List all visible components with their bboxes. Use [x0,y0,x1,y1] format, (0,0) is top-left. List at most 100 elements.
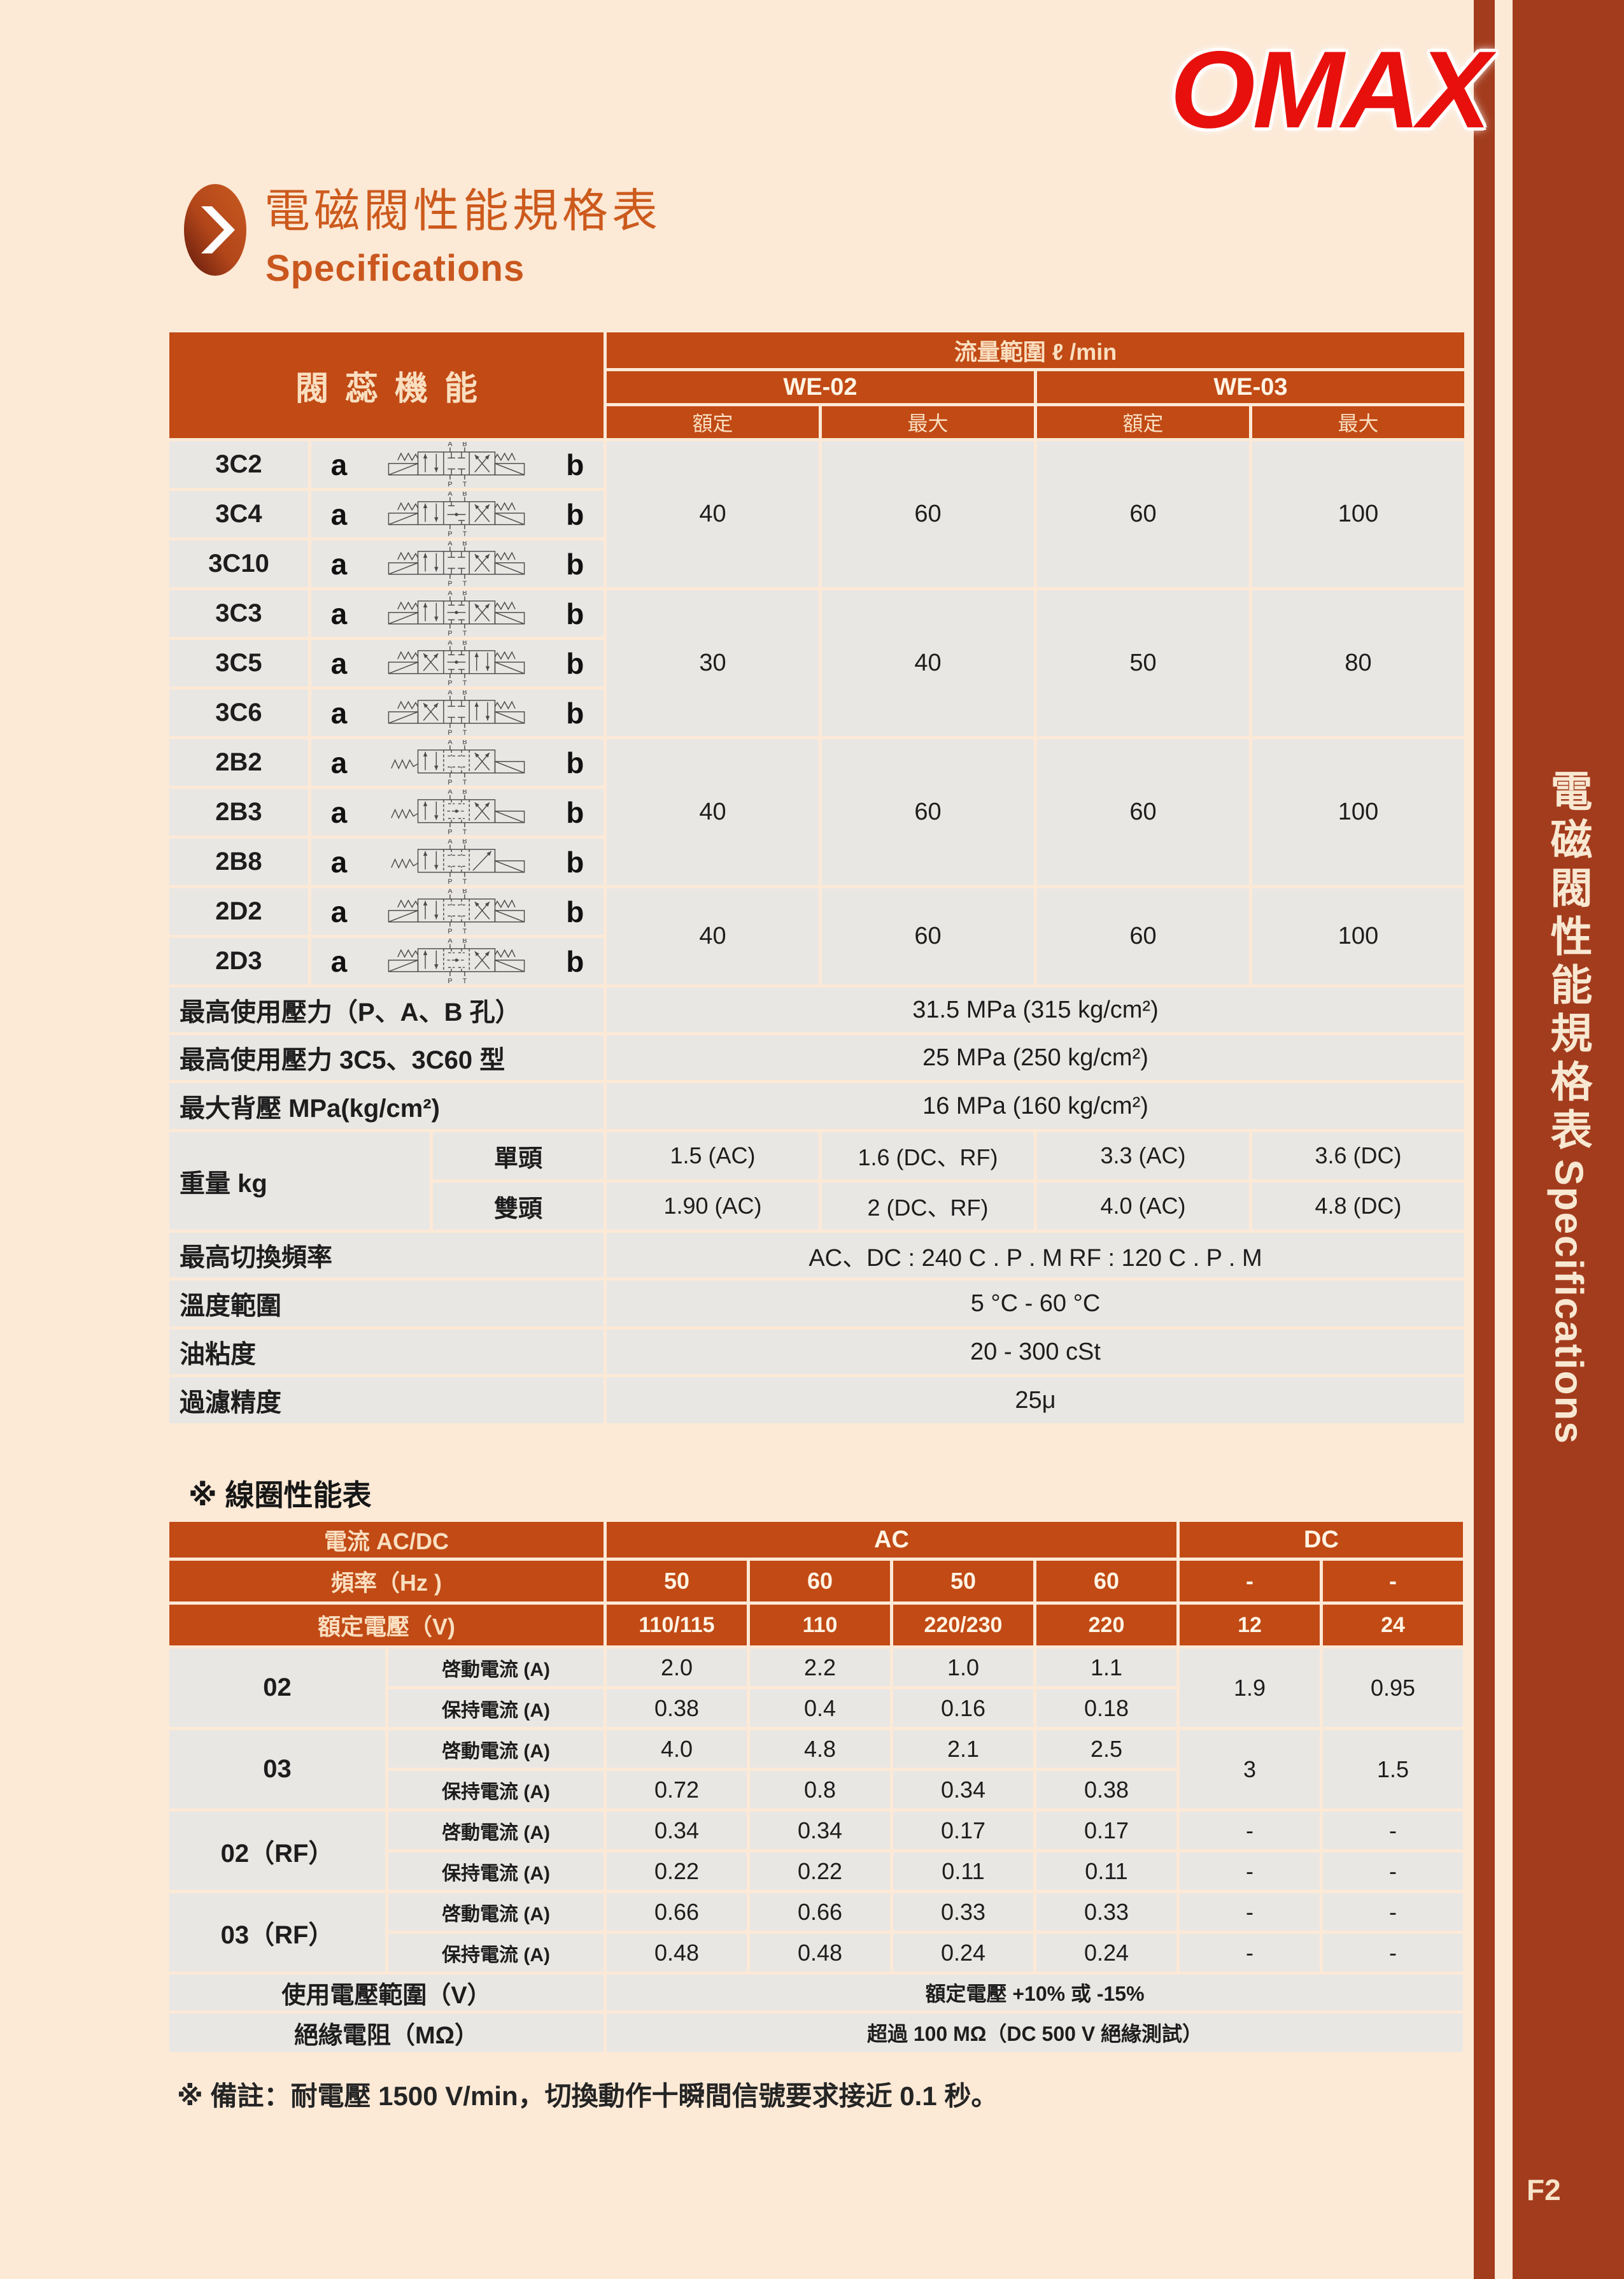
coil-hold-value: 0.34 [893,1771,1033,1808]
coil-volt-value: 110/115 [607,1605,747,1645]
coil-freq-value: 60 [750,1561,890,1601]
sidebar-title-latin: Specifications [1546,1159,1591,1445]
valve-code-cell: 3C2 [169,441,308,488]
port-a-label: a [330,448,348,481]
port-b-label: b [566,646,584,680]
flow-value-cell: 100 [1252,739,1464,885]
valve-symbol-3pos-line-center: A B P T [388,492,525,537]
coil-dc-hold-value: - [1323,1934,1463,1971]
flow-value-cell: 40 [607,888,819,984]
svg-text:T: T [463,977,467,984]
coil-start-value: 0.33 [893,1893,1033,1931]
coil-dc-header: DC [1180,1522,1463,1558]
svg-text:A: A [448,492,453,497]
coil-start-value: 2.1 [893,1730,1033,1768]
flow-value-cell: 100 [1252,888,1464,984]
port-a-label: a [330,895,348,928]
corner-header: 閥蕊機能 [169,332,604,438]
coil-dc-merged-value: 1.9 [1180,1649,1320,1727]
svg-text:P: P [448,728,453,735]
weight-label-cell: 重量 kg [169,1132,430,1230]
valve-symbol-3pos-closed-center: A B P T [388,442,525,488]
coil-sub-hold: 保持電流 (A) [388,1852,604,1890]
valve-symbol-2pos-double-closed: A B P T [388,889,525,935]
port-a-label: a [330,597,348,630]
coil-sub-start: 啓動電流 (A) [388,1812,604,1849]
coil-dc-hold-value: - [1323,1852,1463,1890]
spec-value-cell: 16 MPa (160 kg/cm²) [607,1083,1464,1129]
svg-text:P: P [448,977,453,984]
coil-freq-value: 50 [607,1561,747,1601]
weight-value-cell: 1.90 (AC) [607,1182,819,1230]
svg-text:A: A [448,541,453,547]
coil-hold-value: 0.18 [1036,1689,1176,1727]
port-a-label: a [330,696,348,730]
port-a-label: a [330,646,348,680]
bottom-value-cell: AC、DC : 240 C . P . M RF : 120 C . P . M [607,1233,1464,1277]
flow-value-cell: 60 [822,441,1034,587]
spec-label-cell: 最高使用壓力（P、A、B 孔） [169,988,604,1032]
coil-dc-merged-value: 0.95 [1323,1649,1463,1727]
coil-group-label: 03 [169,1730,385,1808]
col-group-we03: WE-03 [1037,371,1464,403]
coil-footer-value: 超過 100 MΩ（DC 500 V 絕緣測試） [607,2013,1463,2052]
valve-symbol-2pos-spring-closed: A B P T [391,740,525,786]
page-number: F2 [1527,2173,1561,2206]
flow-value-cell: 40 [607,441,819,587]
coil-start-value: 0.17 [1036,1812,1176,1849]
coil-hold-value: 0.24 [893,1934,1033,1971]
port-b-label: b [566,696,584,730]
svg-text:B: B [463,492,467,497]
coil-freq-value: 50 [893,1561,1033,1601]
coil-dc-start-value: - [1323,1893,1463,1931]
flow-value-cell: 60 [1037,888,1249,984]
svg-text:P: P [448,877,453,884]
coil-volt-value: 24 [1323,1605,1463,1645]
spec-value-cell: 31.5 MPa (315 kg/cm²) [607,988,1464,1032]
port-a-label: a [330,746,348,779]
weight-value-cell: 3.3 (AC) [1037,1132,1249,1179]
coil-volt-value: 12 [1180,1605,1320,1645]
port-a-label: a [330,497,348,531]
svg-text:P: P [448,530,453,537]
svg-text:P: P [448,927,453,934]
weight-sub-cell: 單頭 [433,1132,604,1179]
port-b-label: b [566,845,584,879]
svg-text:P: P [448,579,453,586]
svg-text:T: T [463,629,467,636]
svg-text:P: P [448,480,453,487]
weight-sub-cell: 雙頭 [433,1182,604,1230]
valve-code-cell: 3C3 [169,590,308,637]
coil-sub-hold: 保持電流 (A) [388,1771,604,1808]
bottom-value-cell: 20 - 300 cSt [607,1330,1464,1374]
coil-freq-value: 60 [1036,1561,1176,1601]
coil-group-label: 02 [169,1649,385,1727]
weight-value-cell: 4.8 (DC) [1252,1182,1464,1230]
svg-text:B: B [463,591,467,597]
specifications-table: 閥蕊機能 流量範圍 ℓ /min WE-02 WE-03 額定 最大 額定 最大 3C2 a A B P… [169,332,1464,1423]
svg-text:P: P [448,828,453,835]
footnote: ※ 備註：耐電壓 1500 V/min，切換動作十瞬間信號要求接近 0.1 秒。 [177,2081,998,2111]
coil-start-value: 2.0 [607,1649,747,1686]
coil-sub-hold: 保持電流 (A) [388,1934,604,1971]
port-b-label: b [566,597,584,630]
valve-code-cell: 2D2 [169,888,308,935]
port-b-label: b [566,795,584,829]
port-b-label: b [566,746,584,779]
coil-volt-header: 額定電壓（V) [169,1605,604,1645]
sidebar-title-cjk: 電磁閥性能規格表 [1544,769,1592,1156]
coil-start-value: 4.0 [607,1730,747,1768]
coil-dc-start-value: - [1180,1812,1320,1849]
coil-start-value: 4.8 [750,1730,890,1768]
port-b-label: b [566,547,584,581]
sub-col-header: 最大 [1252,406,1464,438]
coil-sub-start: 啓動電流 (A) [388,1730,604,1768]
coil-sub-start: 啓動電流 (A) [388,1649,604,1686]
valve-code-cell: 2D3 [169,938,308,984]
coil-hold-value: 0.24 [1036,1934,1176,1971]
